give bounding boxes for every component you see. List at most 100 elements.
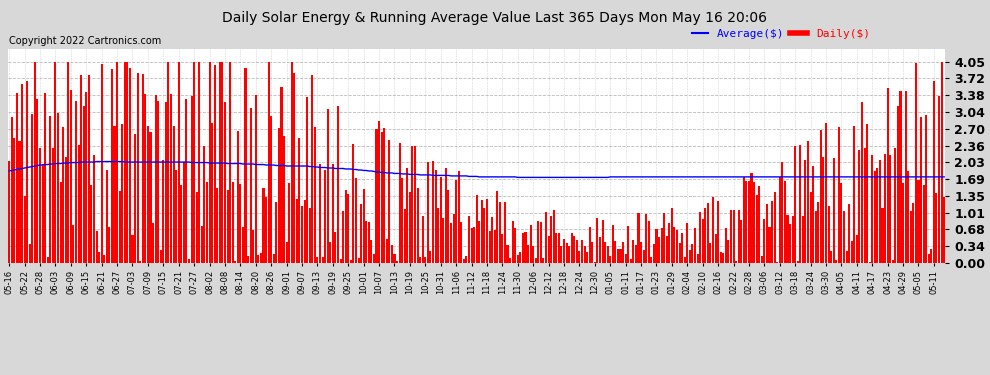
Bar [879,160,881,262]
Bar [710,243,712,262]
Bar [915,63,917,262]
Bar [742,177,744,262]
Bar [237,131,239,262]
Bar [900,90,902,262]
Text: Daily Solar Energy & Running Average Value Last 365 Days Mon May 16 20:06: Daily Solar Energy & Running Average Val… [223,11,767,25]
Bar [149,132,151,262]
Bar [810,192,812,262]
Bar [591,242,593,262]
Bar [604,242,606,262]
Bar [641,242,643,262]
Bar [167,62,169,262]
Bar [910,211,912,262]
Bar [206,182,208,262]
Bar [486,199,488,262]
Bar [884,154,886,262]
Bar [198,62,200,262]
Bar [676,230,678,262]
Bar [694,228,696,262]
Bar [527,245,529,262]
Bar [380,132,383,262]
Bar [866,124,868,262]
Bar [838,128,840,262]
Bar [514,228,516,262]
Bar [612,225,614,262]
Bar [547,237,549,262]
Bar [902,183,904,262]
Bar [140,261,142,262]
Bar [388,140,390,262]
Bar [183,162,185,262]
Legend: Average($), Daily($): Average($), Daily($) [687,24,874,43]
Bar [918,180,920,262]
Bar [159,250,161,262]
Bar [540,222,542,262]
Bar [928,254,930,262]
Bar [185,99,187,262]
Bar [51,148,53,262]
Bar [165,102,167,262]
Bar [723,253,725,262]
Bar [298,138,301,262]
Bar [283,136,285,262]
Bar [570,233,573,262]
Bar [462,259,465,262]
Bar [383,128,385,262]
Bar [296,199,298,262]
Bar [232,182,234,262]
Bar [147,126,148,262]
Bar [309,208,311,262]
Bar [235,261,237,262]
Bar [760,256,763,262]
Bar [615,241,617,262]
Bar [589,226,591,262]
Bar [406,168,408,262]
Bar [812,166,814,262]
Bar [825,123,827,262]
Bar [224,102,226,262]
Bar [881,208,883,262]
Bar [681,233,683,262]
Bar [728,240,730,262]
Bar [319,164,321,262]
Bar [478,221,480,262]
Bar [114,126,116,262]
Bar [517,255,519,262]
Bar [850,241,852,262]
Bar [134,134,136,262]
Bar [555,233,557,262]
Bar [607,246,609,262]
Bar [332,164,334,262]
Bar [663,213,665,262]
Bar [275,202,277,262]
Bar [691,244,693,262]
Bar [818,202,820,262]
Bar [525,232,527,262]
Bar [481,200,483,262]
Bar [59,182,61,262]
Bar [622,242,624,262]
Bar [652,244,655,262]
Bar [45,93,47,262]
Bar [457,171,459,262]
Bar [779,177,781,262]
Bar [658,237,660,262]
Bar [419,256,421,262]
Bar [815,211,817,262]
Bar [643,251,644,262]
Bar [327,109,329,262]
Bar [488,231,491,262]
Bar [568,246,570,262]
Bar [460,222,462,262]
Bar [620,249,622,262]
Bar [820,130,822,262]
Bar [50,116,51,262]
Bar [465,256,467,262]
Bar [933,81,935,262]
Bar [673,227,675,262]
Bar [412,146,414,262]
Bar [563,239,565,262]
Bar [545,212,547,262]
Bar [64,157,66,262]
Bar [373,254,375,262]
